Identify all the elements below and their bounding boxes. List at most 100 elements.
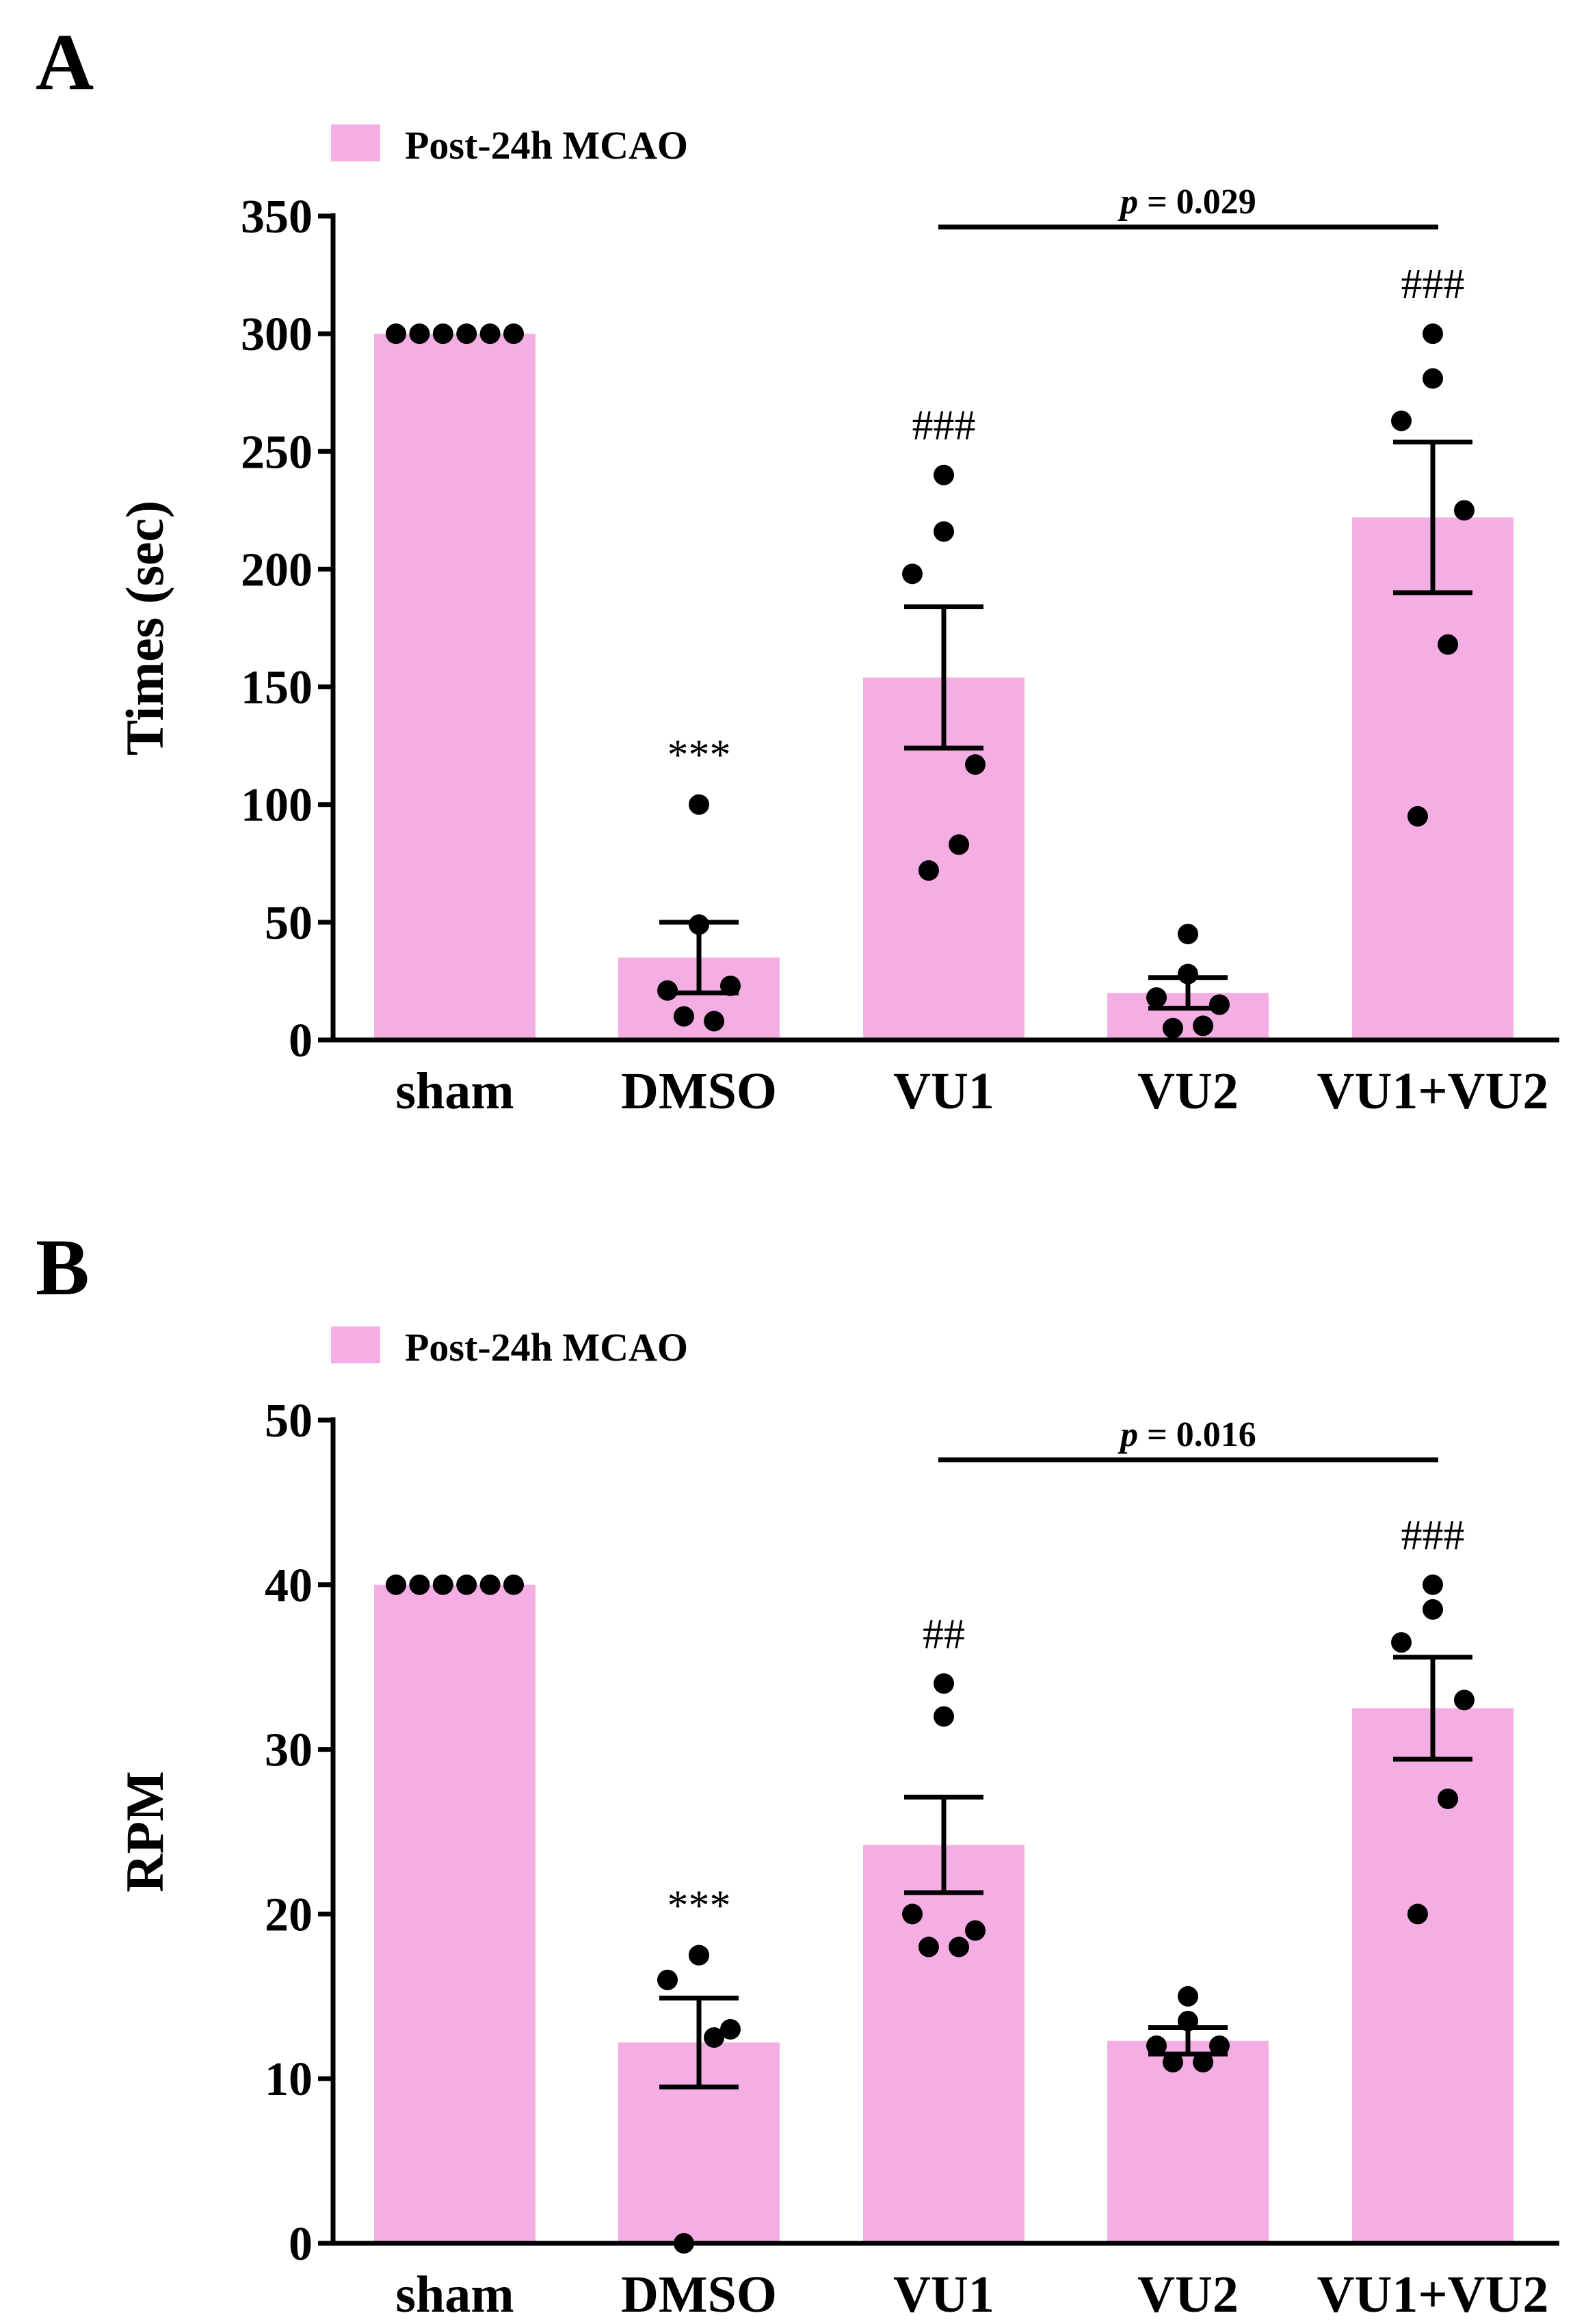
y-tick-label: 10 — [265, 2053, 313, 2106]
x-tick-label: sham — [395, 2266, 514, 2323]
data-point — [704, 1011, 725, 1032]
data-point — [673, 1006, 694, 1027]
p-value-text: = 0.029 — [1138, 183, 1256, 222]
data-point — [503, 323, 524, 345]
data-point — [918, 860, 939, 881]
bar-vu2 — [1107, 2040, 1269, 2243]
data-point — [704, 2027, 725, 2048]
data-point — [432, 323, 453, 345]
data-point — [1407, 805, 1428, 827]
p-value-symbol: p — [1118, 183, 1138, 222]
y-tick-label: 250 — [241, 426, 313, 479]
legend-label: Post-24h MCAO — [405, 123, 688, 168]
data-point — [918, 1936, 939, 1958]
data-point — [1178, 924, 1198, 945]
legend-swatch — [331, 124, 380, 161]
y-tick-label: 40 — [265, 1560, 313, 1612]
data-point — [386, 1574, 406, 1595]
y-axis-title: RPM — [115, 1771, 174, 1893]
data-point — [1438, 1788, 1459, 1809]
x-tick-label: sham — [395, 1063, 514, 1120]
x-tick-label: VU1 — [893, 2266, 994, 2323]
panel-letter: B — [36, 1223, 90, 1312]
data-point — [1193, 2052, 1214, 2073]
data-point — [1209, 2035, 1230, 2057]
significance-mark: ### — [1401, 1512, 1465, 1559]
y-tick-label: 200 — [241, 544, 313, 596]
data-point — [934, 464, 954, 485]
significance-mark: *** — [667, 732, 731, 779]
data-point — [1178, 963, 1198, 985]
data-point — [1162, 1017, 1183, 1039]
data-point — [1193, 1015, 1214, 1037]
x-tick-label: VU2 — [1137, 2266, 1239, 2323]
data-point — [720, 2018, 741, 2040]
significance-mark: *** — [667, 1883, 731, 1929]
data-point — [689, 794, 709, 815]
p-value-label: p = 0.029 — [1118, 183, 1256, 222]
data-point — [689, 1945, 709, 1966]
y-tick-label: 30 — [265, 1724, 313, 1777]
y-tick-label: 50 — [265, 897, 313, 950]
significance-mark: ### — [1401, 261, 1465, 308]
data-point — [1178, 1986, 1198, 2007]
y-tick-label: 350 — [241, 191, 313, 243]
p-value-symbol: p — [1118, 1415, 1138, 1454]
data-point — [1423, 1599, 1443, 1620]
data-point — [934, 1673, 954, 1694]
y-tick-label: 0 — [289, 1015, 313, 1067]
legend-swatch — [331, 1326, 380, 1363]
data-point — [503, 1574, 524, 1595]
data-point — [1454, 1689, 1475, 1711]
data-point — [1146, 2035, 1167, 2057]
data-point — [386, 323, 406, 345]
significance-mark: ### — [912, 403, 976, 449]
data-point — [657, 1969, 678, 1990]
data-point — [432, 1574, 453, 1595]
data-point — [949, 834, 970, 855]
data-point — [456, 1574, 477, 1595]
significance-mark: ## — [923, 1611, 965, 1657]
y-axis-title: Times (sec) — [115, 500, 174, 756]
data-point — [1454, 500, 1475, 521]
p-value-text: = 0.016 — [1138, 1415, 1256, 1454]
data-point — [1407, 1904, 1428, 1925]
y-tick-label: 300 — [241, 308, 313, 361]
x-tick-label: DMSO — [621, 1063, 777, 1120]
y-tick-label: 0 — [289, 2218, 313, 2271]
data-point — [1162, 2052, 1183, 2073]
data-point — [1438, 634, 1459, 655]
data-point — [1423, 323, 1443, 345]
data-point — [949, 1936, 970, 1958]
data-point — [965, 754, 986, 775]
data-point — [1209, 994, 1230, 1015]
data-point — [657, 980, 678, 1001]
data-point — [479, 323, 501, 345]
y-tick-label: 20 — [265, 1888, 313, 1941]
x-tick-label: DMSO — [621, 2266, 777, 2323]
data-point — [409, 1574, 430, 1595]
x-tick-label: VU1 — [893, 1063, 994, 1120]
data-point — [934, 1706, 954, 1727]
data-point — [1423, 368, 1443, 389]
panel-letter: A — [36, 17, 94, 107]
data-point — [720, 975, 741, 996]
data-point — [1423, 1574, 1443, 1595]
data-point — [1391, 410, 1412, 431]
data-point — [479, 1574, 501, 1595]
bar-vu1-vu2 — [1352, 517, 1513, 1040]
data-point — [1178, 2010, 1198, 2031]
p-value-label: p = 0.016 — [1118, 1415, 1256, 1454]
data-point — [1391, 1632, 1412, 1653]
data-point — [965, 1920, 986, 1941]
bar-sham — [374, 334, 536, 1041]
bar-sham — [374, 1584, 536, 2243]
x-tick-label: VU1+VU2 — [1317, 2266, 1549, 2323]
x-tick-label: VU1+VU2 — [1317, 1063, 1549, 1120]
y-tick-label: 150 — [241, 662, 313, 714]
chart-panel-A: A Post-24h MCAO *** ### ### p = 0.029 0 50 100 15… — [36, 17, 1559, 1120]
y-tick-label: 50 — [265, 1395, 313, 1447]
